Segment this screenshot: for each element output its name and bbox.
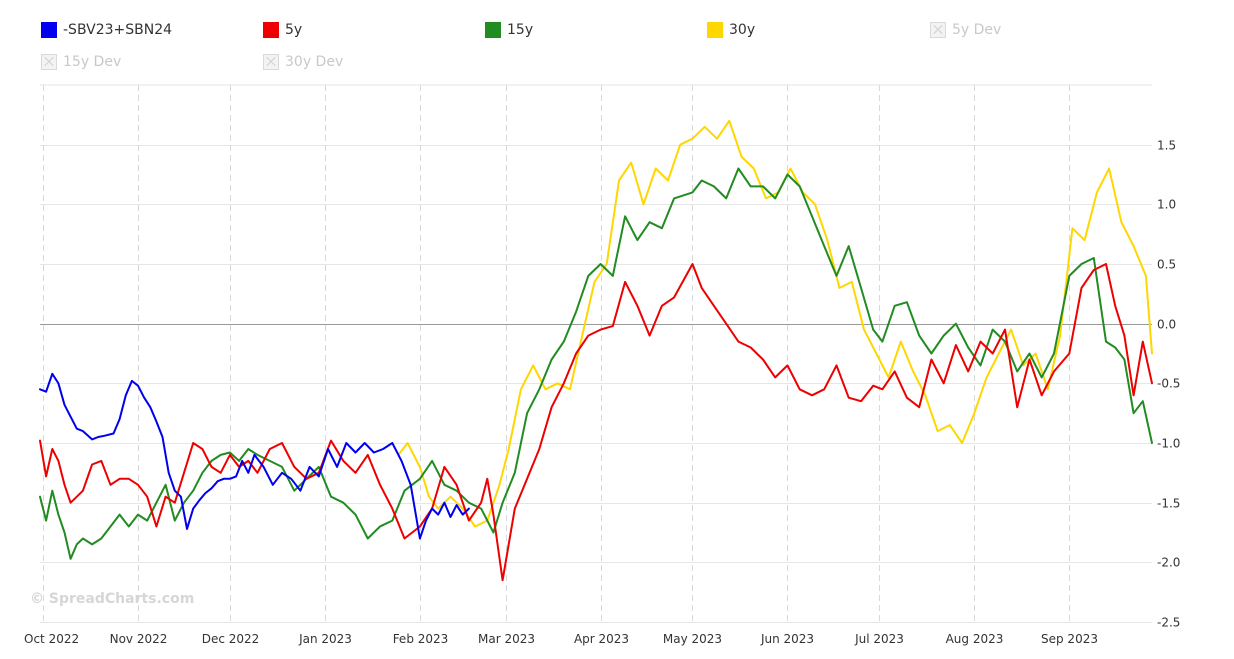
x-tick-label: May 2023 [663, 632, 722, 646]
series-layer [39, 119, 1153, 582]
series-line-30y [397, 119, 1153, 528]
y-tick-label: 0.5 [1157, 258, 1176, 272]
y-tick-label: 1.5 [1157, 139, 1176, 153]
legend-label: 15y [507, 22, 534, 38]
legend-swatch [41, 22, 57, 38]
x-tick-label: Feb 2023 [393, 632, 449, 646]
series-line-5y [39, 263, 1153, 582]
y-tick-label: 0.0 [1157, 318, 1176, 332]
legend-swatch [41, 54, 57, 70]
legend-item-30y[interactable]: 30y [707, 22, 755, 38]
x-tick-label: Jul 2023 [854, 632, 904, 646]
legend-label: -SBV23+SBN24 [63, 22, 173, 38]
x-tick-label: Nov 2022 [110, 632, 168, 646]
y-tick-label: -1.0 [1157, 437, 1180, 451]
series-line-sbv23-sbn24 [39, 372, 470, 540]
legend-label: 5y Dev [952, 22, 1002, 38]
x-tick-label: Aug 2023 [946, 632, 1004, 646]
x-tick-label: Dec 2022 [202, 632, 260, 646]
legend-swatch [930, 22, 946, 38]
legend-label: 5y [285, 22, 303, 38]
series-line-15y [39, 167, 1153, 560]
y-tick-label: -0.5 [1157, 377, 1180, 391]
y-tick-label: -2.5 [1157, 616, 1180, 630]
legend-swatch [263, 22, 279, 38]
y-tick-label: -2.0 [1157, 556, 1180, 570]
legend-swatch [707, 22, 723, 38]
legend-item-sbv23-sbn24[interactable]: -SBV23+SBN24 [41, 22, 172, 38]
legend-swatch [485, 22, 501, 38]
legend-label: 30y Dev [285, 54, 344, 70]
legend-item-30y-dev[interactable]: 30y Dev [263, 54, 343, 70]
x-tick-label: Jan 2023 [298, 632, 352, 646]
x-tick-label: Apr 2023 [574, 632, 629, 646]
x-tick-label: Sep 2023 [1041, 632, 1098, 646]
legend-swatch [263, 54, 279, 70]
watermark: © SpreadCharts.com [30, 591, 195, 607]
axis-labels: 1.5 1.0 0.5 0.0 -0.5 -1.0 -1.5 -2.0 -2.5 Oct 2022… [24, 139, 1180, 647]
chart-grid [40, 84, 1152, 623]
x-tick-label: Jun 2023 [760, 632, 814, 646]
legend-item-5y[interactable]: 5y [263, 22, 302, 38]
chart-legend: -SBV23+SBN24 5y 15y 30y 5y Dev 15y Dev 3… [0, 0, 1234, 80]
legend-label: 30y [729, 22, 756, 38]
x-tick-label: Oct 2022 [24, 632, 79, 646]
y-tick-label: -1.5 [1157, 497, 1180, 511]
legend-label: 15y Dev [63, 54, 122, 70]
legend-item-15y[interactable]: 15y [485, 22, 533, 38]
legend-item-15y-dev[interactable]: 15y Dev [41, 54, 121, 70]
x-tick-label: Mar 2023 [478, 632, 535, 646]
y-tick-label: 1.0 [1157, 198, 1176, 212]
legend-item-5y-dev[interactable]: 5y Dev [930, 22, 1001, 38]
